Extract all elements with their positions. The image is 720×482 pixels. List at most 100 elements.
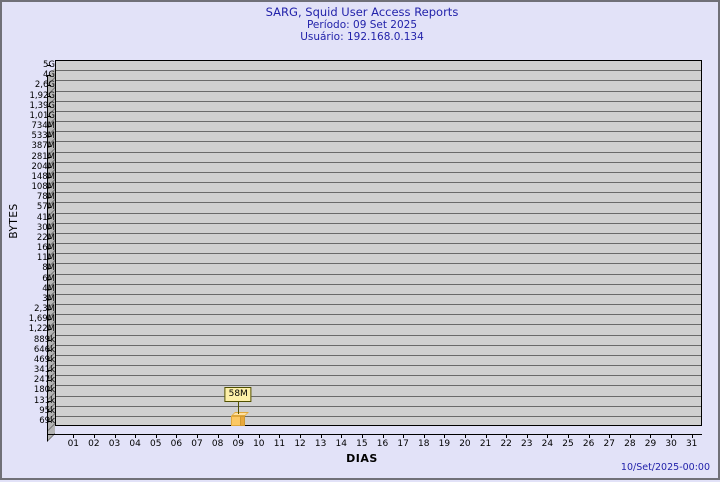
y-tick-mark [47, 65, 51, 66]
x-tick-label: 10 [253, 439, 265, 449]
x-tick-label: 05 [150, 439, 162, 449]
y-tick-mark [47, 177, 51, 178]
y-tick-mark [47, 421, 51, 422]
y-tick-label: 22M [36, 232, 55, 243]
x-tick-label: 15 [356, 439, 368, 449]
x-tick-label: 26 [582, 439, 595, 449]
y-tick-mark [47, 319, 51, 320]
y-tick-mark [47, 157, 51, 158]
gridline [56, 293, 701, 295]
y-tick-label: 78M [36, 192, 55, 203]
y-tick-label: 646k [33, 344, 55, 355]
gridline [56, 100, 701, 102]
y-tick-mark [47, 96, 51, 97]
x-axis-line [47, 434, 702, 435]
y-tick-label: 2,6G [34, 80, 55, 91]
gridline [56, 202, 701, 204]
gridline [56, 80, 701, 82]
y-tick-label: 30M [36, 222, 55, 233]
y-tick-mark [47, 75, 51, 76]
x-tick-label: 18 [417, 439, 430, 449]
gridline [56, 283, 701, 285]
y-tick-mark [47, 329, 51, 330]
y-tick-label: 204M [31, 161, 55, 172]
x-tick-mark [218, 434, 219, 438]
y-tick-label: 180k [33, 385, 55, 396]
x-tick-label: 28 [624, 439, 636, 449]
gridline [56, 171, 701, 173]
y-tick-mark [47, 116, 51, 117]
y-tick-mark [47, 167, 51, 168]
x-tick-label: 01 [67, 439, 80, 449]
y-tick-mark [47, 248, 51, 249]
x-tick-label: 21 [479, 439, 492, 449]
x-tick-mark [568, 434, 569, 438]
gridline [56, 161, 701, 163]
x-tick-mark [506, 434, 507, 438]
y-tick-label: 131k [33, 395, 55, 406]
y-tick-mark [47, 350, 51, 351]
x-tick-label: 14 [335, 439, 347, 449]
gridline [56, 334, 701, 336]
x-tick-label: 24 [541, 439, 554, 449]
x-tick-mark [671, 434, 672, 438]
x-tick-label: 16 [376, 439, 389, 449]
x-tick-mark [650, 434, 651, 438]
x-tick-mark [547, 434, 548, 438]
x-tick-mark [403, 434, 404, 438]
gridline [56, 182, 701, 183]
x-tick-mark [135, 434, 136, 438]
gridline [56, 192, 701, 194]
y-tick-label: 6M [11, 274, 55, 284]
x-tick-label: 29 [644, 439, 657, 449]
x-tick-mark [73, 434, 74, 438]
gridline [56, 304, 701, 305]
x-tick-label: 13 [314, 439, 327, 449]
x-tick-label: 25 [562, 439, 574, 449]
gridline [56, 365, 701, 366]
gridline [56, 324, 701, 326]
x-tick-mark [465, 434, 466, 438]
x-tick-mark [156, 434, 157, 438]
footer-timestamp: 10/Set/2025-00:00 [620, 462, 710, 473]
y-tick-label: 1,92G [29, 90, 55, 101]
y-tick-mark [47, 299, 51, 300]
x-tick-label: 31 [685, 439, 698, 449]
y-tick-label: 1,01G [29, 110, 55, 121]
plot-area [55, 60, 702, 426]
y-tick-mark [47, 106, 51, 107]
y-tick-mark [47, 411, 51, 412]
gridline [56, 70, 701, 72]
x-tick-label: 23 [521, 439, 533, 449]
y-tick-mark [47, 289, 51, 290]
y-tick-label: 2,3M [34, 304, 55, 315]
gridline [56, 151, 701, 153]
x-tick-label: 20 [459, 439, 471, 449]
x-tick-label: 22 [500, 439, 512, 449]
y-tick-mark [47, 187, 51, 188]
gridline [56, 354, 701, 356]
y-tick-label: 341k [33, 365, 55, 376]
gridline [56, 273, 701, 275]
y-tick-mark [47, 340, 51, 341]
report-title-block: SARG, Squid User Access Reports Período:… [2, 6, 720, 44]
x-tick-mark [609, 434, 610, 438]
report-user: Usuário: 192.168.0.134 [300, 31, 424, 43]
y-tick-mark [47, 258, 51, 259]
axis-origin-mark [47, 426, 48, 435]
y-tick-label: 148M [31, 171, 55, 182]
y-tick-label: 889k [33, 334, 55, 345]
x-tick-mark [486, 434, 487, 438]
gridline [56, 415, 701, 417]
y-tick-mark [47, 238, 51, 239]
gridline [56, 405, 701, 407]
gridline [56, 90, 701, 92]
y-tick-label: 16M [36, 243, 55, 254]
x-tick-mark [424, 434, 425, 438]
x-tick-mark [197, 434, 198, 438]
y-tick-label: 247k [33, 375, 55, 386]
x-tick-mark [444, 434, 445, 438]
report-period: Período: 09 Set 2025 [306, 18, 418, 31]
x-tick-mark [238, 434, 239, 438]
